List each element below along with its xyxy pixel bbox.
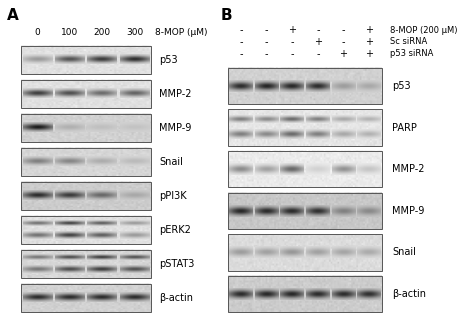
Text: 100: 100 [61,28,79,37]
Bar [21,216,151,244]
Bar [21,148,151,176]
Bar [21,284,151,312]
Text: 300: 300 [126,28,143,37]
Bar [228,192,382,229]
Text: p53: p53 [392,81,410,91]
Bar [21,148,151,176]
Text: B: B [220,8,232,23]
Bar [21,114,151,142]
Text: MMP-9: MMP-9 [392,206,425,216]
Text: p53: p53 [159,55,178,65]
Text: Snail: Snail [159,157,183,167]
Text: -: - [239,49,243,59]
Text: -: - [291,37,294,47]
Text: -: - [265,25,268,35]
Bar [21,216,151,244]
Text: +: + [288,25,296,35]
Text: β-actin: β-actin [159,293,193,303]
Bar [228,109,382,146]
Bar [21,182,151,210]
Text: 0: 0 [35,28,40,37]
Text: 8-MOP (μM): 8-MOP (μM) [155,28,208,37]
Text: 8-MOP (200 μM): 8-MOP (200 μM) [390,26,457,35]
Text: MMP-2: MMP-2 [392,164,425,174]
Text: -: - [316,49,319,59]
Bar [21,250,151,278]
Text: +: + [339,49,347,59]
Text: Snail: Snail [392,247,416,257]
Text: -: - [342,25,345,35]
Text: PARP: PARP [392,123,417,133]
Bar [228,192,382,229]
Bar [228,68,382,104]
Text: -: - [265,37,268,47]
Bar [228,151,382,187]
Text: -: - [342,37,345,47]
Text: MMP-2: MMP-2 [159,89,191,99]
Text: β-actin: β-actin [392,289,426,299]
Bar [228,151,382,187]
Text: A: A [7,8,18,23]
Bar [21,284,151,312]
Text: MMP-9: MMP-9 [159,123,191,133]
Text: pPI3K: pPI3K [159,191,187,201]
Text: +: + [365,37,373,47]
Bar [228,234,382,271]
Bar [21,182,151,210]
Text: -: - [265,49,268,59]
Text: -: - [239,37,243,47]
Text: pERK2: pERK2 [159,225,191,235]
Text: 200: 200 [94,28,111,37]
Bar [21,114,151,142]
Bar [21,80,151,108]
Text: -: - [316,25,319,35]
Text: +: + [365,49,373,59]
Bar [21,250,151,278]
Bar [21,46,151,74]
Bar [228,276,382,312]
Bar [21,46,151,74]
Bar [228,109,382,146]
Text: +: + [365,25,373,35]
Text: Sc siRNA: Sc siRNA [390,38,427,46]
Bar [21,80,151,108]
Bar [228,234,382,271]
Text: -: - [239,25,243,35]
Text: p53 siRNA: p53 siRNA [390,49,433,58]
Text: +: + [314,37,322,47]
Text: pSTAT3: pSTAT3 [159,259,194,269]
Text: -: - [291,49,294,59]
Bar [228,276,382,312]
Bar [228,68,382,104]
